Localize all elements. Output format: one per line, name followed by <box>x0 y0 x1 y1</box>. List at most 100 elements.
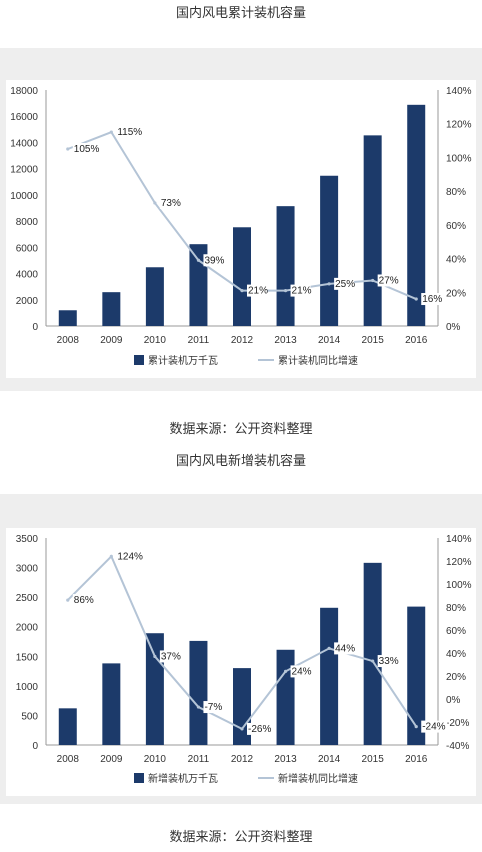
chart2-line-point <box>153 654 157 659</box>
chart1-right-tick-label: 120% <box>446 120 472 131</box>
chart1-line-point <box>66 147 70 151</box>
chart2-data-label-bg <box>334 642 355 655</box>
chart1-left-tick-label: 16000 <box>10 112 38 123</box>
chart2-bar <box>363 562 382 745</box>
chart2-line-point <box>371 659 375 663</box>
chart1-right-tick-label: 60% <box>446 221 466 232</box>
chart2-bar <box>58 708 77 745</box>
chart2-bar <box>102 663 121 745</box>
chart2-x-tick-label: 2008 <box>57 754 80 765</box>
chart2-left-tick-label: 1500 <box>16 652 39 663</box>
chart2-x-tick-label: 2014 <box>318 754 341 765</box>
chart2-data-label-bg <box>203 701 224 714</box>
chart2-left-tick-label: 1000 <box>16 682 39 693</box>
chart1-left-tick-label: 6000 <box>16 243 39 254</box>
chart2-left-tick-label: 3000 <box>16 564 39 575</box>
chart1-right-tick-label: 40% <box>446 255 466 266</box>
chart2-right-tick-label: -20% <box>446 718 469 729</box>
chart1-data-label: 25% <box>335 279 355 290</box>
chart2-line-point <box>66 598 70 602</box>
chart2-bar <box>145 633 164 745</box>
chart1-legend-bar-swatch <box>134 355 144 365</box>
chart1-line-point <box>371 278 375 283</box>
chart2-left-tick-label: 0 <box>32 741 38 752</box>
chart1-line-point <box>414 297 418 301</box>
chart1-line-point <box>283 289 288 293</box>
chart2-left-tick-label: 500 <box>21 711 38 722</box>
chart1-left-tick-label: 18000 <box>10 86 38 97</box>
chart1-x-tick-label: 2015 <box>362 335 385 346</box>
chart1-bar <box>363 135 382 326</box>
chart1-line-point <box>327 282 331 286</box>
chart1-bar <box>58 310 77 326</box>
chart1-left-tick-label: 0 <box>32 322 38 333</box>
chart2-legend-bar-swatch <box>134 773 144 783</box>
chart2-panel: 0 500 1000 1500 2000 2500 3000 3500 -40% -20% 0% 20… <box>0 494 482 804</box>
chart1-x-tick-label: 2016 <box>405 335 428 346</box>
chart2-right-tick-label: 60% <box>446 626 466 637</box>
chart2-data-label: -7% <box>204 702 222 713</box>
chart1-data-label: 73% <box>161 198 181 209</box>
chart2-data-label: 33% <box>379 656 399 667</box>
chart2-line-point <box>240 727 244 731</box>
chart1-bar <box>320 175 339 326</box>
chart1-data-label-bg <box>421 293 442 306</box>
chart1-x-tick-label: 2009 <box>100 335 123 346</box>
chart2-x-tick-label: 2016 <box>405 754 428 765</box>
chart2-data-label: -26% <box>248 724 271 735</box>
chart2-data-label-bg <box>377 655 398 668</box>
chart2-left-tick-label: 3500 <box>16 534 39 545</box>
chart2-bar <box>320 607 339 745</box>
chart1-data-label: 39% <box>204 255 224 266</box>
chart1-data-label: 21% <box>292 286 312 297</box>
chart1-bar <box>189 244 208 326</box>
chart1-bar <box>102 292 121 326</box>
chart2-line-point <box>414 725 418 729</box>
chart2-legend-line-label: 新增装机同比增速 <box>278 772 358 785</box>
chart1-data-label: 16% <box>422 294 442 305</box>
chart2-left-tick-label: 2500 <box>16 593 39 604</box>
chart1-panel: 0 2000 4000 6000 8000 10000 12000 14000 16000 180… <box>0 48 482 391</box>
chart1-data-label: 105% <box>74 144 100 155</box>
chart1-legend-bar-label: 累计装机万千瓦 <box>148 354 218 367</box>
chart1-title: 国内风电累计装机容量 <box>175 6 306 21</box>
chart1-right-tick-label: 20% <box>446 288 466 299</box>
new-capacity-chart: 0 500 1000 1500 2000 2500 3000 3500 -40% -20% 0% 20… <box>6 528 476 796</box>
chart1-data-label-bg <box>290 284 311 297</box>
chart2-data-label-bg <box>116 550 143 563</box>
chart1-bar <box>407 104 426 326</box>
chart1-data-label: 115% <box>117 127 142 138</box>
chart2-data-label-bg <box>421 720 448 733</box>
chart1-data-label-bg <box>203 254 224 267</box>
chart1-x-tick-label: 2013 <box>274 335 297 346</box>
chart2-legend-bar-label: 新增装机万千瓦 <box>148 772 218 785</box>
chart1-bar <box>276 206 295 326</box>
chart2-x-tick-label: 2012 <box>231 754 254 765</box>
chart2-right-tick-label: 40% <box>446 649 466 660</box>
chart2-x-tick-label: 2010 <box>144 754 167 765</box>
chart2-data-label-bg <box>159 650 180 663</box>
chart1-data-label-bg <box>159 196 180 209</box>
chart1-data-label-bg <box>247 284 267 297</box>
chart1-x-tick-label: 2008 <box>57 335 80 346</box>
chart2-right-tick-label: 100% <box>446 580 472 591</box>
chart1-bar <box>145 267 164 326</box>
chart2-data-label-bg <box>290 665 311 678</box>
chart2-line-point <box>283 669 288 673</box>
chart2-data-label: 44% <box>335 643 355 654</box>
chart2-data-label-bg <box>72 594 93 607</box>
chart2-bar <box>407 606 426 745</box>
chart1-data-label-bg <box>116 126 143 139</box>
chart2-line-point <box>109 554 113 558</box>
chart2-data-label: 86% <box>74 595 94 606</box>
chart2-x-tick-label: 2015 <box>362 754 385 765</box>
chart1-line-point <box>153 201 157 205</box>
chart1-line-point <box>109 130 113 134</box>
chart2-x-tick-label: 2011 <box>188 754 210 765</box>
chart1-right-tick-label: 80% <box>446 187 466 198</box>
chart2-right-tick-label: 20% <box>446 672 466 683</box>
chart1-left-tick-label: 8000 <box>16 217 39 228</box>
chart1-line-point <box>196 258 201 262</box>
chart1-right-tick-label: 140% <box>446 86 472 97</box>
chart1-x-tick-label: 2012 <box>231 335 254 346</box>
